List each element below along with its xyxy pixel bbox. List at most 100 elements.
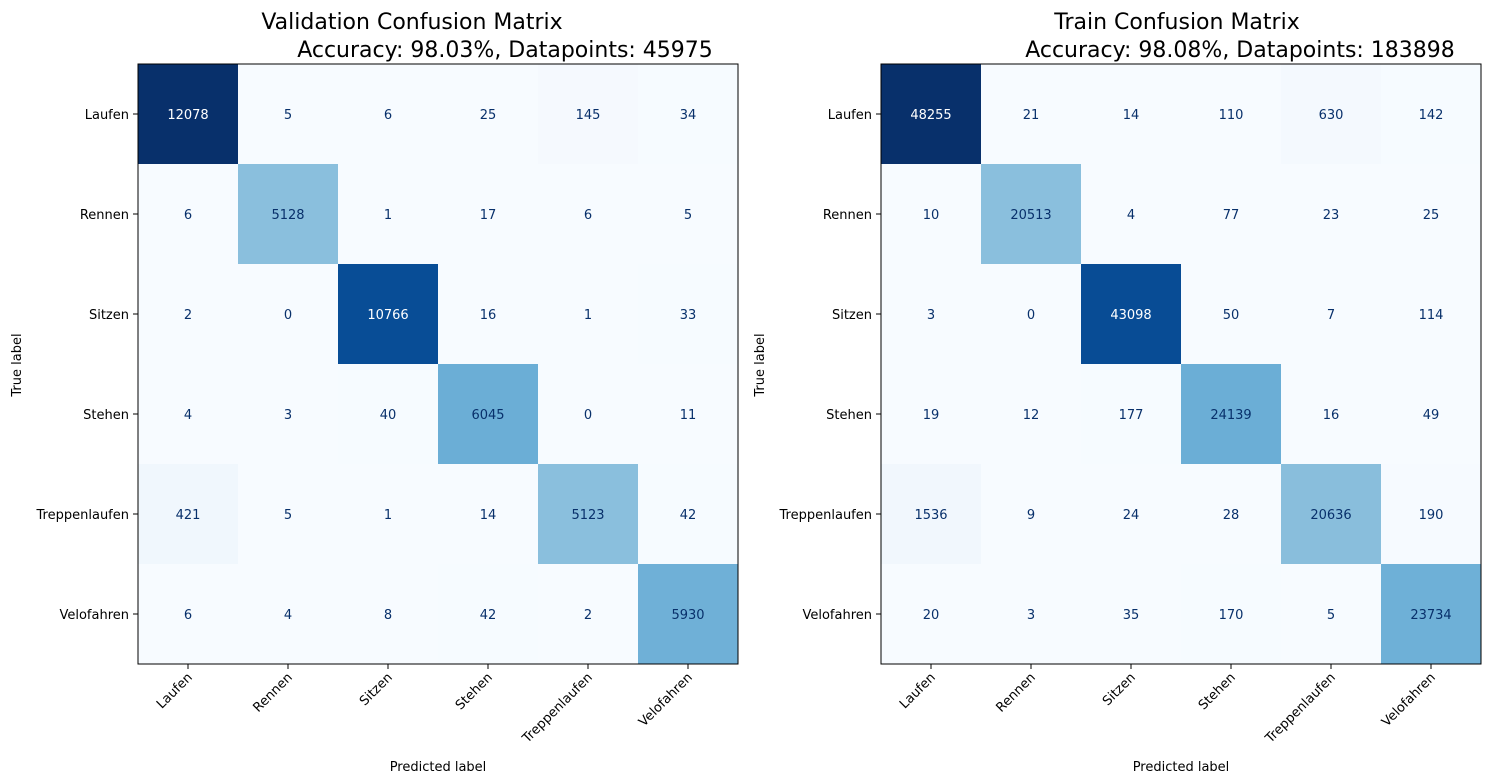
cell-0-2 [338,64,438,164]
cell-0-5 [638,64,738,164]
cell-1-1 [981,164,1081,264]
cell-5-4 [1281,564,1381,664]
cell-3-1 [238,364,338,464]
cell-value: 5 [284,508,292,523]
cell-value: 3 [284,408,292,423]
train-title-line1: Train Confusion Matrix [1053,10,1299,35]
cell-1-4 [538,164,638,264]
validation-xlabel: Predicted label [390,760,487,775]
cell-value: 40 [380,408,397,423]
x-tick-label: Rennen [250,670,295,715]
cell-value: 34 [680,108,697,123]
cell-value: 0 [584,408,592,423]
validation-title-line1: Validation Confusion Matrix [261,10,562,35]
y-tick-label: Laufen [828,108,872,123]
validation-title-line2: Accuracy: 98.03%, Datapoints: 45975 [297,38,713,63]
cell-3-4 [538,364,638,464]
cell-4-1 [981,464,1081,564]
cell-value: 12078 [167,108,208,123]
cell-5-5 [638,564,738,664]
train-title-line2: Accuracy: 98.08%, Datapoints: 183898 [1025,38,1455,63]
cell-5-0 [881,564,981,664]
cell-3-0 [138,364,238,464]
cell-value: 20513 [1010,208,1051,223]
cell-value: 77 [1223,208,1240,223]
cell-value: 12 [1023,408,1040,423]
cell-value: 3 [927,308,935,323]
cell-value: 33 [680,308,697,323]
y-tick-label: Treppenlaufen [36,508,129,523]
cell-value: 14 [1123,108,1140,123]
cell-2-1 [981,264,1081,364]
cell-value: 42 [680,508,697,523]
cell-0-3 [438,64,538,164]
cell-5-0 [138,564,238,664]
cell-value: 5128 [271,208,304,223]
cell-value: 6 [184,208,192,223]
cell-0-1 [238,64,338,164]
train-confusion-matrix: Train Confusion Matrix Accuracy: 98.08%,… [753,10,1482,775]
cell-value: 43098 [1110,308,1151,323]
cell-3-4 [1281,364,1381,464]
cell-value: 2 [584,608,592,623]
cell-4-5 [638,464,738,564]
cell-value: 10 [923,208,940,223]
cell-value: 9 [1027,508,1035,523]
cell-3-1 [981,364,1081,464]
x-tick-label: Rennen [993,670,1038,715]
train-xlabel: Predicted label [1133,760,1230,775]
cell-2-1 [238,264,338,364]
cell-2-2 [1081,264,1181,364]
cell-value: 11 [680,408,697,423]
cell-value: 5123 [571,508,604,523]
cell-value: 6 [384,108,392,123]
cell-1-5 [1381,164,1481,264]
validation-confusion-matrix: Validation Confusion Matrix Accuracy: 98… [10,10,739,775]
cell-1-3 [1181,164,1281,264]
plot-frame [880,63,1482,665]
cell-value: 145 [576,108,601,123]
x-tick-label: Laufen [897,670,939,712]
cell-5-4 [538,564,638,664]
cell-value: 1 [384,208,392,223]
cell-4-2 [338,464,438,564]
y-tick-label: Stehen [826,408,872,423]
cell-value: 5930 [671,608,704,623]
cell-3-2 [338,364,438,464]
cell-3-5 [1381,364,1481,464]
cell-0-3 [1181,64,1281,164]
cell-1-0 [881,164,981,264]
cell-value: 114 [1419,308,1444,323]
y-tick-label: Rennen [823,208,872,223]
cell-4-4 [538,464,638,564]
cell-5-1 [981,564,1081,664]
cell-value: 0 [284,308,292,323]
cell-value: 48255 [910,108,951,123]
cell-1-2 [338,164,438,264]
cell-4-0 [881,464,981,564]
plot-frame [137,63,739,665]
cell-value: 16 [480,308,497,323]
cell-value: 190 [1419,508,1444,523]
cell-1-2 [1081,164,1181,264]
cell-0-1 [981,64,1081,164]
cell-value: 630 [1319,108,1344,123]
cell-value: 142 [1419,108,1444,123]
cell-2-5 [1381,264,1481,364]
cell-value: 170 [1219,608,1244,623]
x-tick-label: Velofahren [1379,670,1439,730]
cell-value: 35 [1123,608,1140,623]
cell-2-4 [538,264,638,364]
cell-value: 2 [184,308,192,323]
cell-value: 16 [1323,408,1340,423]
x-tick-label: Velofahren [636,670,696,730]
cell-value: 177 [1119,408,1144,423]
cell-value: 5 [684,208,692,223]
validation-ylabel: True label [10,333,25,397]
cell-4-3 [1181,464,1281,564]
cell-5-2 [338,564,438,664]
cell-1-4 [1281,164,1381,264]
cell-value: 25 [480,108,497,123]
cell-value: 4 [284,608,292,623]
cell-value: 421 [176,508,201,523]
